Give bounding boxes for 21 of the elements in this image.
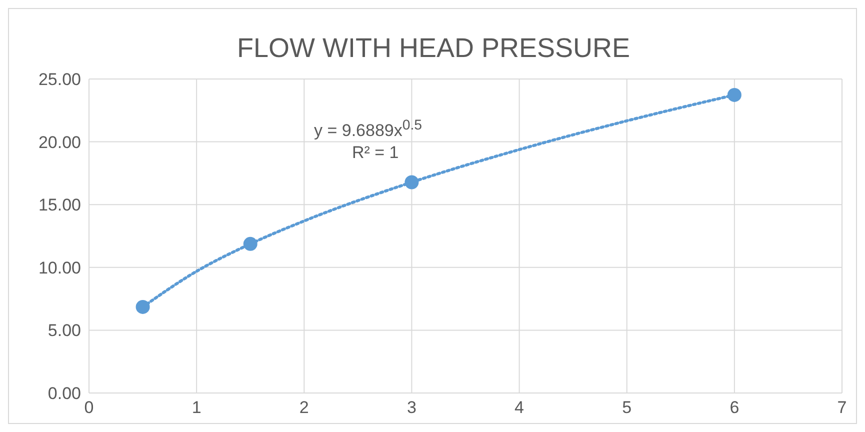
point — [136, 300, 150, 314]
x-tick-label: 3 — [406, 398, 416, 418]
y-tick-label: 5.00 — [48, 321, 81, 340]
x-tick-label: 5 — [622, 398, 632, 418]
y-tick-label: 20.00 — [38, 132, 81, 152]
y-tick-label: 10.00 — [38, 258, 81, 278]
y-tick-label: 0.00 — [48, 384, 81, 404]
annotation: y = 9.6889x$^{0.5}$ — [314, 117, 422, 140]
y-tick-label: 15.00 — [38, 196, 81, 215]
y-tick-label: 25.00 — [38, 70, 81, 90]
x-tick-label: 6 — [730, 398, 740, 418]
chart-title: FLOW WITH HEAD PRESSURE — [236, 33, 632, 64]
point — [404, 175, 419, 190]
point — [243, 236, 258, 251]
x-tick-label: 4 — [514, 398, 524, 418]
x-tick-label: 2 — [299, 398, 309, 418]
x-tick-label: 1 — [192, 398, 202, 418]
x-tick-label: 0 — [84, 398, 94, 418]
point — [727, 88, 742, 102]
x-tick-label: 7 — [837, 398, 847, 418]
annotation: R² = 1 — [352, 143, 399, 162]
